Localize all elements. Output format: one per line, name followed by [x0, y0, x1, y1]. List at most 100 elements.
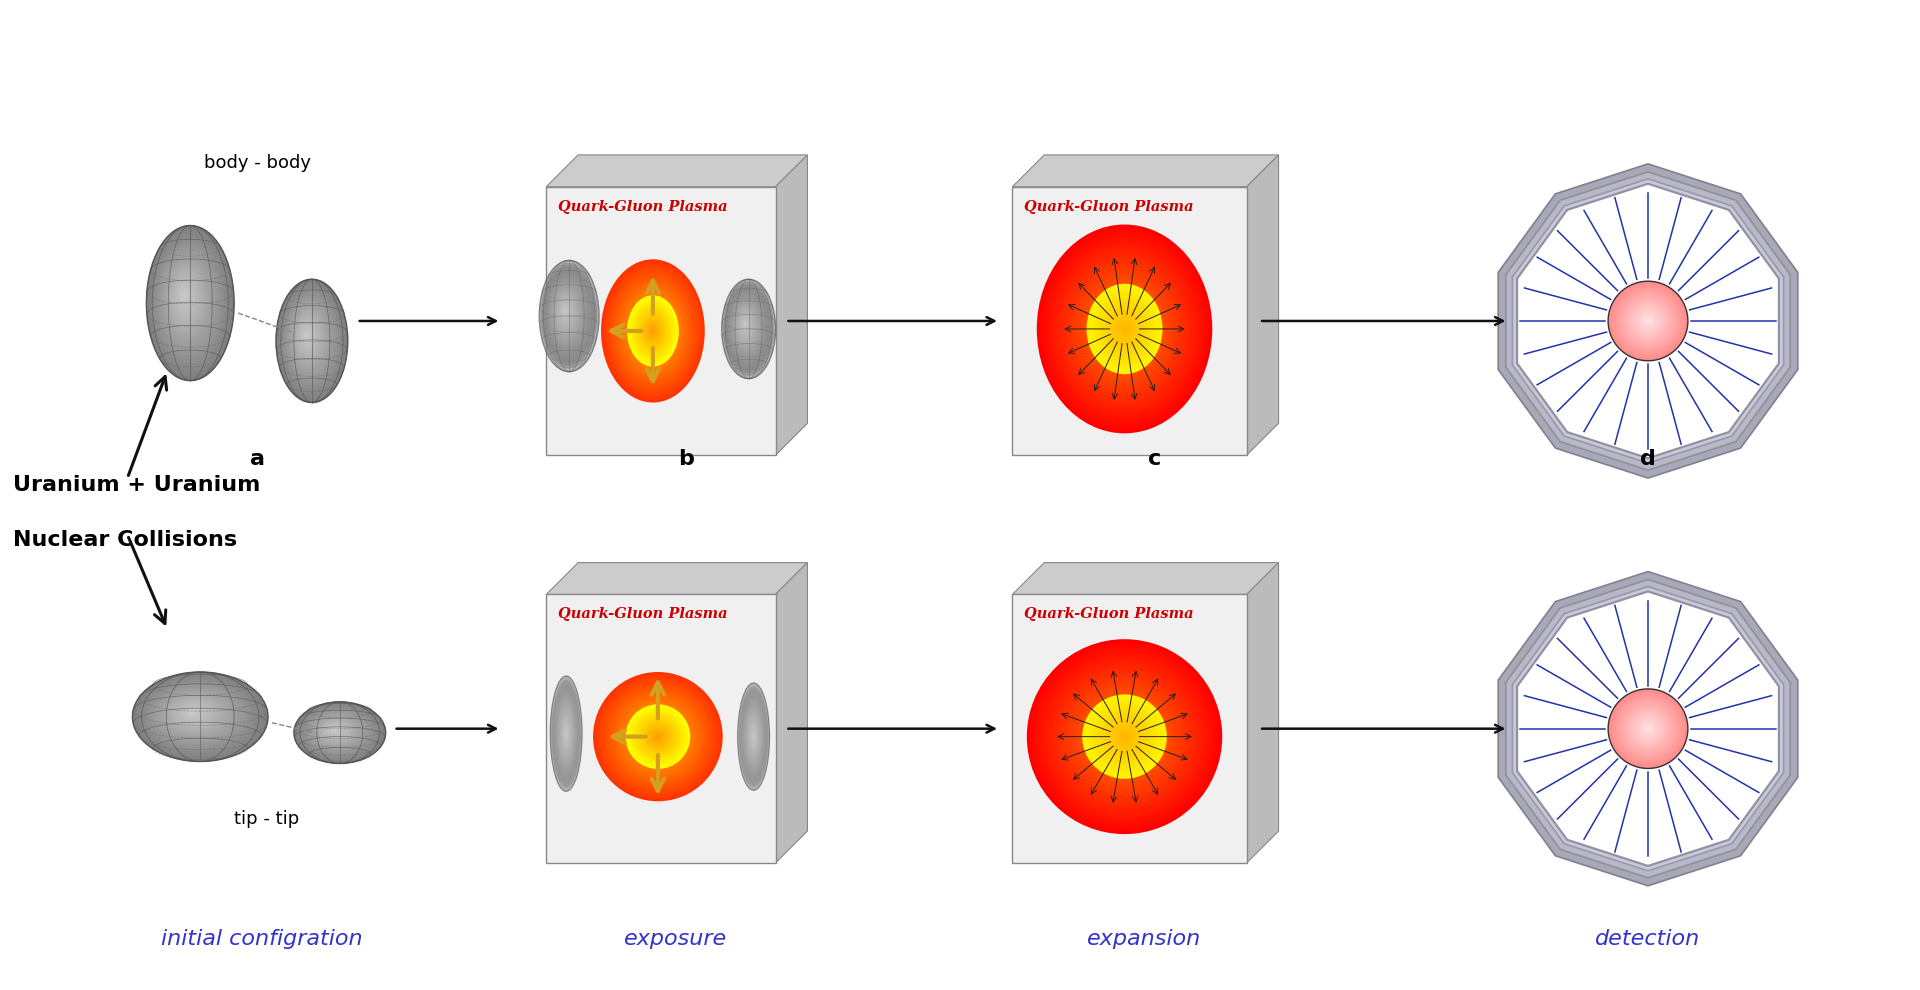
- Ellipse shape: [177, 281, 194, 313]
- Text: a: a: [250, 449, 265, 469]
- Ellipse shape: [547, 275, 589, 353]
- Ellipse shape: [1628, 709, 1668, 748]
- Ellipse shape: [1037, 225, 1212, 434]
- Ellipse shape: [541, 265, 595, 365]
- Ellipse shape: [743, 701, 764, 772]
- Ellipse shape: [1116, 727, 1135, 746]
- Ellipse shape: [630, 709, 685, 764]
- Ellipse shape: [728, 293, 766, 362]
- Ellipse shape: [1069, 681, 1181, 792]
- Text: c: c: [1148, 449, 1162, 469]
- Ellipse shape: [607, 266, 699, 395]
- Ellipse shape: [1615, 287, 1682, 354]
- Ellipse shape: [1056, 668, 1192, 805]
- Ellipse shape: [1642, 315, 1653, 327]
- Ellipse shape: [749, 719, 758, 754]
- Ellipse shape: [561, 715, 572, 752]
- Ellipse shape: [649, 728, 666, 745]
- Ellipse shape: [543, 270, 591, 359]
- Ellipse shape: [294, 702, 386, 763]
- Polygon shape: [1498, 571, 1797, 886]
- Ellipse shape: [722, 281, 774, 376]
- Ellipse shape: [632, 302, 674, 359]
- Polygon shape: [1012, 154, 1279, 187]
- Ellipse shape: [157, 247, 219, 355]
- Ellipse shape: [144, 680, 253, 751]
- Ellipse shape: [634, 305, 672, 357]
- Ellipse shape: [1089, 701, 1160, 772]
- Ellipse shape: [611, 271, 697, 391]
- Ellipse shape: [1052, 665, 1196, 808]
- Ellipse shape: [1112, 724, 1137, 749]
- Ellipse shape: [553, 288, 580, 338]
- Ellipse shape: [612, 691, 703, 782]
- Ellipse shape: [1098, 298, 1150, 360]
- Polygon shape: [1513, 586, 1784, 871]
- Ellipse shape: [1613, 285, 1684, 356]
- Ellipse shape: [1092, 291, 1156, 367]
- Ellipse shape: [165, 260, 209, 338]
- Ellipse shape: [1027, 640, 1223, 835]
- Ellipse shape: [150, 684, 246, 746]
- Ellipse shape: [186, 708, 200, 717]
- Ellipse shape: [1620, 701, 1676, 756]
- Polygon shape: [545, 154, 808, 187]
- Ellipse shape: [1066, 678, 1183, 795]
- Ellipse shape: [730, 295, 764, 359]
- Ellipse shape: [163, 257, 211, 343]
- Ellipse shape: [751, 730, 756, 743]
- Ellipse shape: [284, 293, 338, 385]
- Ellipse shape: [751, 726, 756, 747]
- Text: tip - tip: tip - tip: [234, 810, 300, 828]
- Ellipse shape: [597, 676, 718, 797]
- Ellipse shape: [1083, 280, 1165, 377]
- Ellipse shape: [300, 706, 378, 758]
- Ellipse shape: [1077, 273, 1171, 385]
- Text: Nuclear Collisions: Nuclear Collisions: [13, 530, 236, 549]
- Ellipse shape: [614, 278, 691, 383]
- Ellipse shape: [307, 712, 369, 751]
- Ellipse shape: [1116, 319, 1133, 340]
- Ellipse shape: [159, 690, 234, 740]
- Ellipse shape: [543, 268, 593, 362]
- Ellipse shape: [154, 686, 242, 744]
- Ellipse shape: [628, 707, 687, 767]
- Ellipse shape: [1114, 315, 1137, 343]
- Ellipse shape: [326, 724, 344, 737]
- Ellipse shape: [551, 283, 584, 345]
- Ellipse shape: [1043, 655, 1206, 818]
- Ellipse shape: [1062, 675, 1187, 798]
- Polygon shape: [545, 562, 808, 594]
- Ellipse shape: [278, 285, 344, 396]
- Ellipse shape: [156, 688, 238, 742]
- Ellipse shape: [1060, 671, 1190, 802]
- Ellipse shape: [557, 699, 576, 768]
- Ellipse shape: [169, 267, 204, 330]
- Ellipse shape: [557, 703, 574, 764]
- Polygon shape: [1246, 154, 1279, 455]
- Ellipse shape: [601, 680, 714, 793]
- Ellipse shape: [737, 683, 770, 790]
- Ellipse shape: [1052, 242, 1198, 416]
- Ellipse shape: [1046, 658, 1202, 815]
- Ellipse shape: [142, 678, 257, 754]
- Ellipse shape: [296, 703, 384, 761]
- Ellipse shape: [148, 682, 250, 749]
- Ellipse shape: [1609, 281, 1688, 360]
- Ellipse shape: [743, 320, 747, 330]
- Ellipse shape: [175, 700, 215, 727]
- Ellipse shape: [173, 274, 200, 321]
- Polygon shape: [1246, 562, 1279, 863]
- Ellipse shape: [724, 284, 772, 373]
- Ellipse shape: [182, 292, 186, 300]
- FancyBboxPatch shape: [545, 187, 776, 455]
- Ellipse shape: [1029, 643, 1219, 831]
- Ellipse shape: [624, 290, 682, 371]
- Ellipse shape: [618, 283, 687, 378]
- Ellipse shape: [1085, 698, 1164, 775]
- Ellipse shape: [1626, 707, 1670, 750]
- Ellipse shape: [280, 287, 342, 392]
- Ellipse shape: [599, 678, 716, 795]
- Ellipse shape: [180, 704, 207, 722]
- Ellipse shape: [1041, 228, 1210, 430]
